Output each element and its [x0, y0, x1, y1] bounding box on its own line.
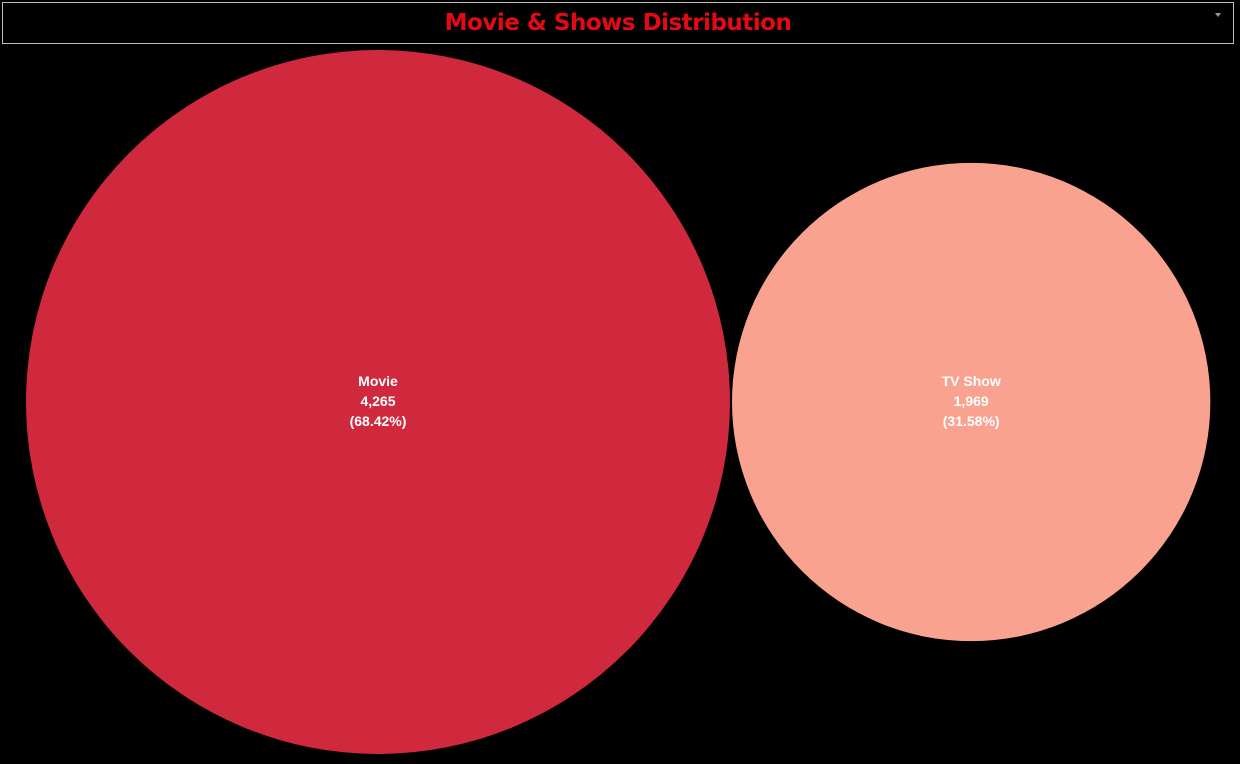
- bubble-mark[interactable]: [732, 162, 1211, 642]
- bubble-value-label: 1,969: [954, 393, 989, 409]
- bubble-percent-label: (31.58%): [943, 413, 1000, 429]
- bubble-category-label: Movie: [358, 373, 398, 389]
- chart-title-bar: Movie & Shows Distribution: [2, 2, 1234, 44]
- bubble-value-label: 4,265: [360, 393, 395, 409]
- bubble-category-label: TV Show: [942, 373, 1001, 389]
- bubble-mark[interactable]: [26, 50, 730, 754]
- dropdown-caret-icon[interactable]: [1215, 13, 1221, 17]
- bubble-percent-label: (68.42%): [350, 413, 407, 429]
- chart-title: Movie & Shows Distribution: [444, 10, 792, 36]
- bubble-tv-show[interactable]: TV Show 1,969 (31.58%): [732, 162, 1211, 642]
- bubble-movie[interactable]: Movie 4,265 (68.42%): [26, 50, 730, 754]
